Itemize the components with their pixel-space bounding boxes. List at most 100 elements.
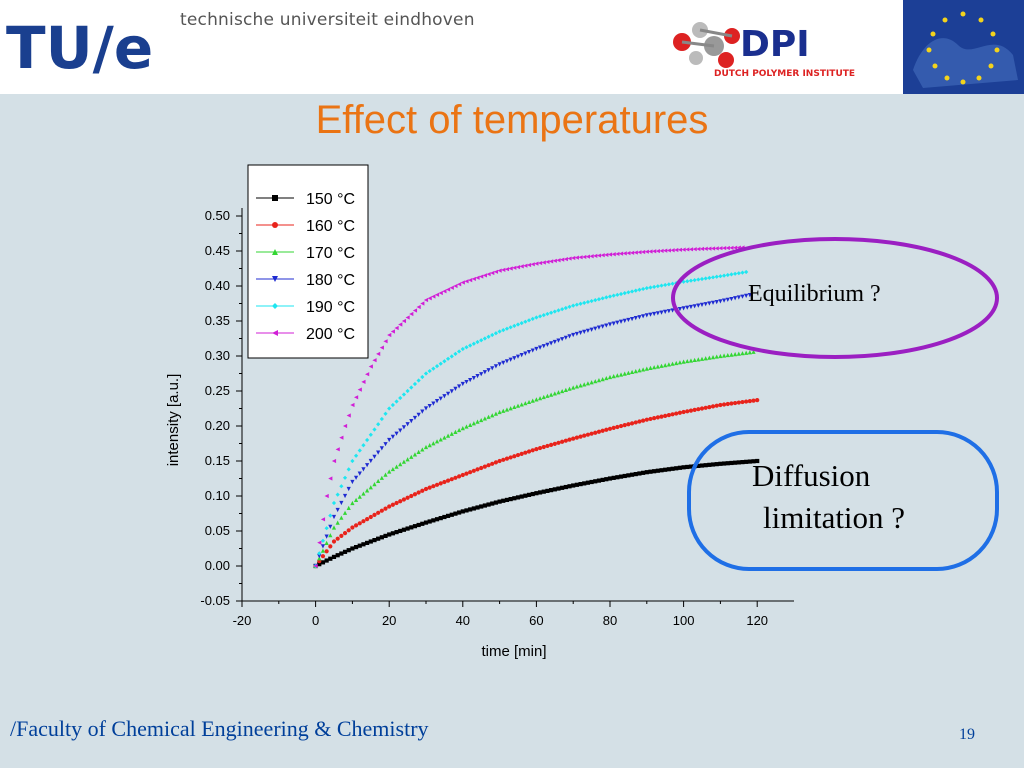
data-point-circle <box>468 470 473 475</box>
data-point-square <box>755 458 760 464</box>
data-point-triangle-down <box>699 302 705 307</box>
tue-logo-text: TU/e <box>6 14 153 82</box>
data-point-circle <box>571 436 576 441</box>
data-point-triangle-up <box>729 352 734 357</box>
data-point-triangle-down <box>644 313 649 318</box>
data-point-diamond <box>736 271 741 276</box>
data-point-square <box>666 467 671 472</box>
data-point-diamond <box>523 319 528 324</box>
data-point-square <box>515 495 521 500</box>
data-point-triangle-down <box>376 450 381 455</box>
data-point-triangle-left <box>710 246 716 251</box>
data-point-triangle-up <box>641 367 646 372</box>
data-point-diamond <box>666 282 671 287</box>
data-point-triangle-up <box>361 491 366 496</box>
data-point-triangle-up <box>655 364 660 369</box>
data-point-square <box>556 486 561 491</box>
data-point-triangle-down <box>512 356 517 361</box>
data-point-triangle-down <box>648 312 653 317</box>
data-point-square <box>585 480 591 485</box>
data-point-circle <box>707 405 712 410</box>
data-point-diamond <box>744 269 749 275</box>
data-point-triangle-up <box>442 435 447 440</box>
data-point-triangle-left <box>593 253 598 258</box>
data-point-triangle-down <box>541 344 546 349</box>
data-point-square <box>482 503 487 508</box>
data-point-triangle-down <box>320 544 326 549</box>
legend-label: 160 °C <box>306 218 355 235</box>
data-point-square <box>453 511 458 516</box>
data-point-triangle-left <box>663 248 668 253</box>
data-point-square <box>615 475 620 480</box>
data-point-triangle-up <box>449 431 454 436</box>
data-point-triangle-up <box>600 377 605 382</box>
data-point-diamond <box>537 314 543 319</box>
data-point-triangle-left <box>652 249 657 254</box>
data-point-triangle-down <box>692 304 697 309</box>
data-point-triangle-down <box>571 332 576 338</box>
data-point-triangle-left <box>317 540 322 545</box>
data-point-circle <box>457 474 462 479</box>
data-point-square <box>604 477 609 482</box>
data-point-triangle-left <box>365 372 370 377</box>
data-point-triangle-down <box>442 394 447 399</box>
data-point-circle <box>372 512 377 518</box>
data-point-square <box>721 461 727 466</box>
data-point-diamond <box>361 443 366 448</box>
data-point-diamond <box>486 334 491 339</box>
data-point-diamond <box>545 311 550 317</box>
data-point-diamond <box>633 288 638 293</box>
data-point-circle <box>644 417 649 422</box>
data-point-circle <box>622 423 627 428</box>
data-point-triangle-down <box>339 500 344 506</box>
data-point-diamond <box>685 279 690 284</box>
data-point-triangle-up <box>457 427 462 433</box>
data-point-square <box>663 467 668 472</box>
data-point-triangle-left <box>644 249 649 254</box>
legend-marker <box>272 330 278 336</box>
data-point-diamond <box>449 354 454 359</box>
data-point-triangle-up <box>383 472 388 477</box>
data-point-triangle-up <box>718 353 723 359</box>
data-point-triangle-down <box>652 311 657 317</box>
data-point-square <box>471 506 476 511</box>
data-point-circle <box>482 464 487 469</box>
data-point-square <box>412 524 418 529</box>
data-point-diamond <box>427 368 432 374</box>
data-point-triangle-up <box>699 356 705 361</box>
data-point-triangle-up <box>618 372 624 377</box>
data-point-triangle-left <box>549 259 554 264</box>
data-point-diamond <box>600 296 605 301</box>
data-point-circle <box>365 517 370 522</box>
data-point-square <box>563 484 568 490</box>
legend-label: 180 °C <box>306 272 355 289</box>
data-point-triangle-up <box>574 384 579 389</box>
data-point-diamond <box>324 526 329 531</box>
data-point-triangle-left <box>320 517 326 522</box>
data-point-triangle-left <box>394 325 399 331</box>
data-point-triangle-down <box>641 314 646 319</box>
data-point-square <box>600 477 605 482</box>
data-point-circle <box>545 443 550 449</box>
data-point-square <box>387 532 392 537</box>
legend-marker <box>272 276 278 282</box>
callout-diffusion-line1: Diffusion <box>752 458 871 493</box>
data-point-triangle-up <box>545 393 550 398</box>
data-point-circle <box>666 412 671 418</box>
data-point-triangle-left <box>571 255 576 261</box>
data-point-diamond <box>707 275 712 280</box>
data-point-square <box>405 526 410 531</box>
data-point-circle <box>416 490 421 495</box>
data-point-square <box>365 540 370 545</box>
data-point-square <box>423 520 429 525</box>
data-point-triangle-up <box>368 485 373 490</box>
data-point-triangle-up <box>490 413 495 418</box>
data-point-square <box>699 463 705 468</box>
x-tick-label: 0 <box>312 613 319 628</box>
data-point-diamond <box>438 361 443 366</box>
data-point-circle <box>604 427 609 432</box>
data-point-triangle-down <box>317 554 322 559</box>
data-point-triangle-up <box>571 385 576 390</box>
data-point-triangle-down <box>534 346 539 352</box>
data-point-triangle-up <box>493 411 499 416</box>
